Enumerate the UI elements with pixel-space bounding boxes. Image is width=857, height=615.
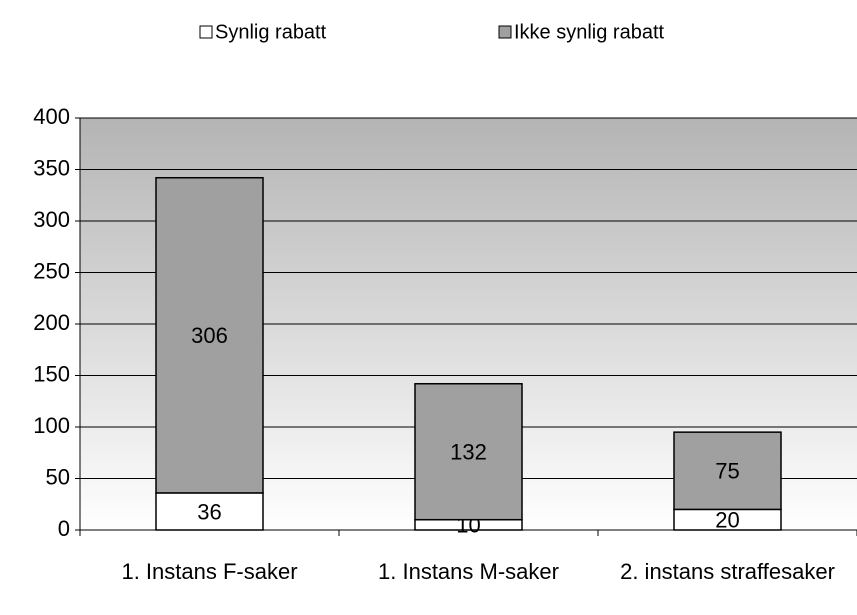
- y-tick-label: 100: [33, 413, 70, 438]
- x-tick-label: 1. Instans F-saker: [121, 559, 298, 584]
- bar-segment: [673, 431, 782, 511]
- y-tick-label: 250: [33, 258, 70, 283]
- legend-label: Synlig rabatt: [215, 21, 327, 43]
- data-label: 75: [715, 459, 739, 484]
- y-tick-label: 200: [33, 310, 70, 335]
- y-tick-label: 350: [33, 155, 70, 180]
- legend-swatch: [199, 25, 213, 39]
- legend-label: Ikke synlig rabatt: [514, 21, 665, 43]
- data-label: 132: [450, 440, 487, 465]
- y-tick-label: 150: [33, 361, 70, 386]
- y-tick-label: 400: [33, 104, 70, 129]
- y-tick-label: 300: [33, 207, 70, 232]
- x-tick-label: 1. Instans M-saker: [378, 559, 559, 584]
- y-tick-label: 50: [46, 464, 70, 489]
- x-tick-label: 2. instans straffesaker: [620, 559, 835, 584]
- legend-swatch: [498, 25, 512, 39]
- data-label: 306: [191, 323, 228, 348]
- bar-segment: [414, 382, 523, 521]
- bar-segment: [155, 176, 264, 494]
- data-label: 20: [715, 508, 739, 533]
- y-tick-label: 0: [58, 516, 70, 541]
- data-label: 36: [197, 499, 221, 524]
